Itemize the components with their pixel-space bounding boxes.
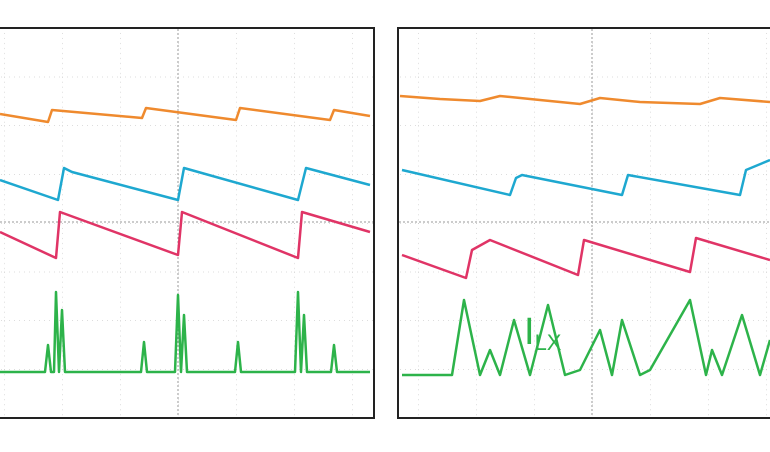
green-trace: [0, 290, 370, 374]
red-trace: [401, 236, 770, 280]
orange-trace: [0, 106, 371, 124]
blue-trace: [0, 166, 371, 202]
orange-trace: [399, 94, 770, 106]
trace-label-subscript: LX: [535, 330, 562, 355]
red-trace: [0, 210, 371, 260]
scope-grid: [399, 29, 770, 417]
right-scope-panel: ILX: [397, 27, 770, 419]
left-scope-panel: [0, 27, 375, 419]
trace-label: ILX: [524, 311, 562, 355]
trace-label-symbol: I: [524, 311, 535, 353]
green-trace: [402, 298, 770, 377]
blue-trace: [401, 158, 770, 197]
